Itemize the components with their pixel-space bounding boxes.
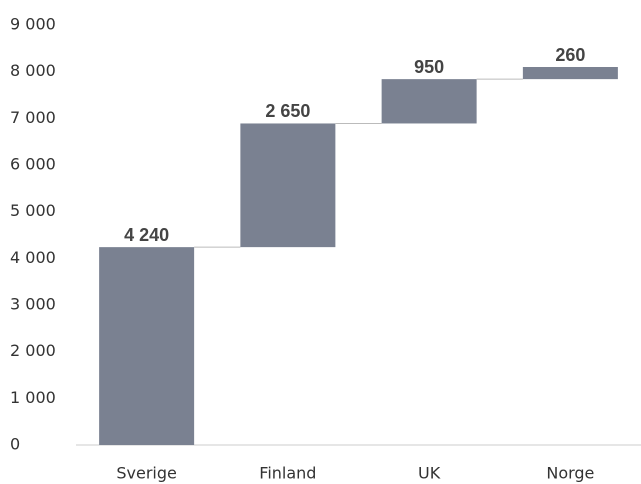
y-tick-label: 5 000 <box>10 201 56 220</box>
value-label: 2 650 <box>265 101 310 121</box>
bar <box>99 247 195 445</box>
y-tick-label: 2 000 <box>10 341 56 360</box>
y-tick-label: 6 000 <box>10 155 56 174</box>
y-tick-label: 4 000 <box>10 248 56 267</box>
bar <box>522 67 618 80</box>
y-tick-label: 9 000 <box>10 15 56 34</box>
x-tick-label: Norge <box>546 464 594 483</box>
x-tick-label: UK <box>418 464 441 483</box>
x-tick-label: Finland <box>259 464 316 483</box>
y-tick-label: 3 000 <box>10 295 56 314</box>
bar <box>240 123 336 248</box>
value-label: 260 <box>555 45 585 65</box>
y-tick-label: 7 000 <box>10 108 56 127</box>
y-tick-label: 8 000 <box>10 61 56 80</box>
bar <box>381 79 477 124</box>
y-tick-label: 1 000 <box>10 388 56 407</box>
value-label: 4 240 <box>124 225 169 245</box>
x-tick-label: Sverige <box>116 464 177 483</box>
value-label: 950 <box>414 57 444 77</box>
y-tick-label: 0 <box>10 435 20 454</box>
